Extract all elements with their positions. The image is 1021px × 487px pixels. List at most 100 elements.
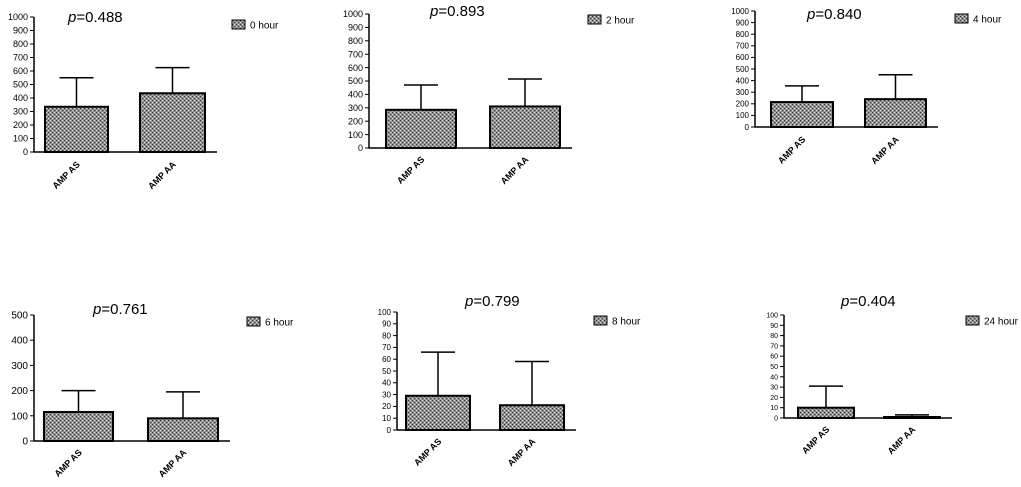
legend-swatch: [231, 19, 246, 30]
category-label: AMP AS: [395, 154, 426, 185]
y-tick-label: 100: [11, 411, 28, 422]
y-tick-label: 200: [11, 386, 28, 397]
y-tick-label: 0: [387, 426, 392, 435]
y-tick-label: 60: [382, 355, 391, 364]
chart-panel-4-hour: 0 100 200 300 400 500 600 700 800 900 1000 AMP AS AM…: [731, 6, 1002, 166]
p-value-label: p=0.761: [92, 301, 148, 318]
y-tick-label: 40: [382, 379, 391, 388]
legend-label: 24 hour: [984, 317, 1019, 328]
y-tick-label: 90: [770, 323, 778, 330]
y-tick-label: 300: [736, 88, 750, 97]
category-label: AMP AA: [506, 436, 538, 468]
p-symbol: p: [429, 3, 438, 20]
y-tick-label: 40: [770, 374, 778, 381]
legend-swatch: [954, 13, 969, 24]
y-tick-label: 0: [23, 147, 28, 157]
category-label: AMP AS: [52, 447, 83, 478]
bar-amp-as: [405, 394, 471, 431]
y-tick-label: 90: [382, 320, 391, 329]
y-tick-label: 100: [348, 130, 363, 140]
y-tick-label: 600: [348, 63, 363, 73]
y-tick-label: 0: [22, 437, 28, 448]
bar-amp-as: [43, 411, 114, 442]
y-tick-label: 800: [736, 30, 750, 39]
legend-label: 4 hour: [973, 15, 1002, 26]
y-tick-label: 400: [13, 93, 28, 103]
p-value-number: =0.488: [76, 9, 122, 26]
y-tick-label: 300: [348, 103, 363, 113]
y-tick-label: 0: [358, 143, 363, 153]
p-value-number: =0.761: [101, 301, 147, 318]
chart-panel-8-hour: 0 10 20 30 40 50 60 70 80 90 100 AMP AS AMP AA p=0.79…: [378, 293, 641, 468]
p-value-label: p=0.404: [840, 293, 896, 310]
y-tick-label: 900: [13, 26, 28, 36]
y-tick-label: 700: [736, 42, 750, 51]
p-symbol: p: [92, 301, 101, 318]
y-tick-label: 30: [382, 390, 391, 399]
p-symbol: p: [840, 293, 849, 310]
bar-amp-aa: [147, 417, 219, 443]
y-tick-label: 80: [770, 333, 778, 340]
y-tick-label: 70: [770, 343, 778, 350]
y-tick-label: 0: [774, 415, 778, 422]
p-value-number: =0.799: [473, 293, 519, 310]
y-tick-label: 200: [736, 100, 750, 109]
y-tick-label: 10: [382, 414, 391, 423]
y-tick-label: 20: [382, 402, 391, 411]
y-tick-label: 100: [736, 111, 750, 120]
y-tick-label: 500: [13, 80, 28, 90]
y-tick-label: 500: [736, 65, 750, 74]
legend-label: 2 hour: [606, 16, 635, 27]
legend-label: 8 hour: [612, 317, 641, 328]
category-label: AMP AS: [776, 134, 807, 165]
category-label: AMP AS: [50, 159, 81, 190]
category-label: AMP AA: [886, 424, 918, 456]
p-symbol: p: [464, 293, 473, 310]
y-tick-label: 300: [13, 107, 28, 117]
bar-amp-as: [797, 406, 855, 420]
p-symbol: p: [67, 9, 76, 26]
category-label: AMP AA: [157, 447, 189, 479]
legend-swatch: [965, 315, 980, 326]
legend-swatch: [246, 316, 261, 327]
y-tick-label: 400: [736, 76, 750, 85]
bar-amp-aa: [499, 404, 565, 432]
y-tick-label: 700: [348, 49, 363, 59]
chart-panel-0-hour: 0 100 200 300 400 500 600 700 800 900 1000 AMP AS AM…: [8, 9, 279, 191]
y-tick-label: 600: [736, 53, 750, 62]
y-tick-label: 30: [770, 385, 778, 392]
y-tick-label: 600: [13, 66, 28, 76]
y-tick-label: 1000: [8, 12, 28, 22]
y-tick-label: 300: [11, 361, 28, 372]
p-symbol: p: [806, 6, 815, 23]
chart-panel-2-hour: 0 100 200 300 400 500 600 700 800 900 1000 AMP AS AM…: [343, 3, 635, 186]
y-tick-label: 100: [378, 308, 392, 317]
category-label: AMP AS: [800, 424, 831, 455]
category-label: AMP AS: [412, 436, 443, 467]
bar-amp-aa: [864, 98, 927, 129]
chart-panel-24-hour: 0 10 20 30 40 50 60 70 80 90 100 AMP AS AMP AA p=0.40…: [766, 293, 1018, 456]
y-tick-label: 0: [745, 123, 750, 132]
y-tick-label: 60: [770, 354, 778, 361]
category-label: AMP AA: [146, 159, 178, 191]
category-label: AMP AA: [499, 154, 531, 186]
bar-amp-aa: [489, 105, 561, 149]
y-tick-label: 400: [348, 90, 363, 100]
y-tick-label: 1000: [343, 9, 363, 19]
legend-label: 0 hour: [250, 21, 279, 32]
y-tick-label: 500: [11, 311, 28, 322]
p-value-number: =0.404: [849, 293, 895, 310]
y-tick-label: 50: [770, 364, 778, 371]
y-tick-label: 800: [348, 36, 363, 46]
p-value-label: p=0.840: [806, 6, 862, 23]
p-value-number: =0.840: [815, 6, 861, 23]
category-label: AMP AA: [869, 134, 901, 166]
y-tick-label: 800: [13, 39, 28, 49]
y-tick-label: 400: [11, 336, 28, 347]
y-tick-label: 700: [13, 53, 28, 63]
y-tick-label: 70: [382, 343, 391, 352]
legend-label: 6 hour: [265, 318, 294, 329]
y-tick-label: 900: [736, 18, 750, 27]
bar-amp-aa: [883, 415, 941, 420]
